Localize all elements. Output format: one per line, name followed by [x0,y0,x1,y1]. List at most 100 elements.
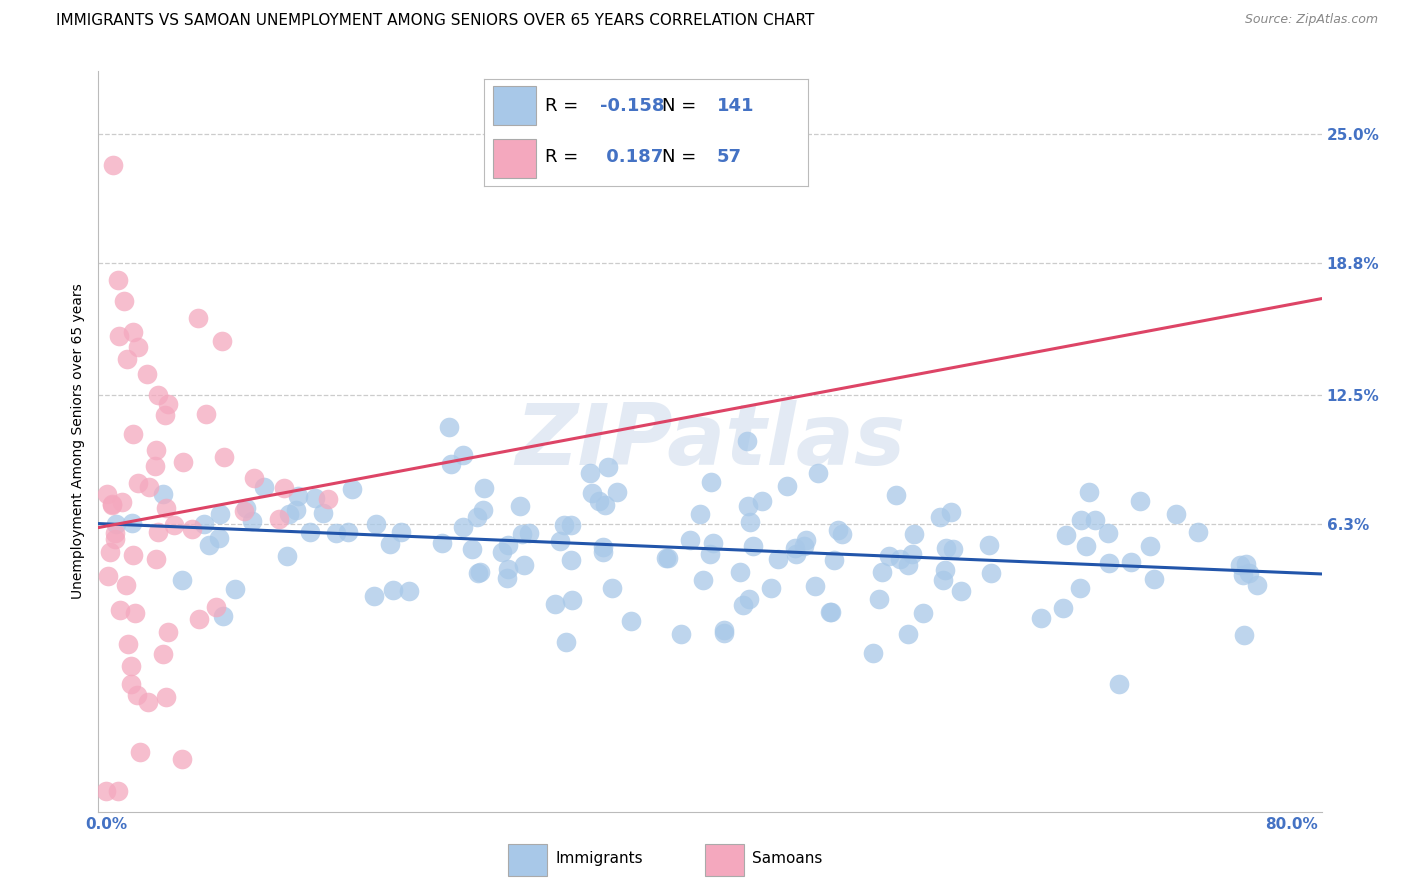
Point [187,310,209,325]
Point [934,563,956,577]
Point [785,548,807,562]
Point [121,516,143,531]
Point [935,541,957,555]
Point [862,646,884,660]
Point [152,647,174,661]
Point [1029,611,1052,625]
Point [212,608,235,623]
Point [884,488,907,502]
Point [929,510,952,524]
Point [284,503,307,517]
Point [897,626,920,640]
Point [1070,513,1092,527]
Point [273,482,295,496]
Point [129,746,152,760]
Point [555,635,578,649]
Point [1246,578,1268,592]
Point [378,536,401,550]
Point [831,526,853,541]
Point [204,600,226,615]
Point [1054,528,1077,542]
Point [127,340,149,354]
Point [517,526,540,541]
Point [316,491,339,506]
Point [461,542,484,557]
Point [472,481,495,495]
Point [713,624,735,638]
Point [465,510,488,524]
Point [96,487,118,501]
Bar [704,844,744,876]
Point [932,573,955,587]
Point [122,427,145,442]
Point [468,565,491,579]
Point [657,550,679,565]
Point [127,476,149,491]
Point [740,515,762,529]
Point [877,549,900,564]
Point [382,583,405,598]
Point [103,158,125,172]
Point [298,525,321,540]
Point [97,568,120,582]
Point [156,397,179,411]
Point [115,352,138,367]
Point [544,597,567,611]
Point [783,541,806,555]
Point [592,545,614,559]
Point [278,507,301,521]
Point [143,458,166,473]
Point [509,499,531,513]
Point [243,471,266,485]
Point [224,582,246,596]
Point [942,542,965,557]
Point [193,516,215,531]
Point [868,592,890,607]
Point [827,523,849,537]
Point [581,486,603,500]
Point [679,533,702,548]
Point [806,466,828,480]
Point [467,566,489,580]
Point [1074,539,1097,553]
Point [818,606,841,620]
Point [689,507,711,521]
Point [1078,485,1101,500]
Point [253,480,276,494]
Point [588,494,610,508]
Point [669,627,692,641]
Point [108,329,131,343]
Point [939,505,962,519]
Point [304,491,326,505]
Point [398,583,420,598]
Point [120,659,142,673]
Point [700,475,723,490]
Point [337,524,360,539]
Point [127,688,149,702]
Point [451,520,474,534]
Point [592,540,614,554]
Point [98,544,121,558]
Point [364,516,387,531]
Point [163,518,186,533]
Point [713,626,735,640]
Point [240,514,263,528]
Point [912,606,935,620]
Point [124,606,146,620]
Point [172,455,194,469]
Point [1139,539,1161,553]
Point [738,592,761,607]
Point [792,539,814,553]
Point [472,503,495,517]
Point [96,784,118,798]
Point [510,526,533,541]
Point [872,565,894,579]
Point [235,501,257,516]
Point [146,387,169,401]
Point [496,571,519,585]
Point [598,459,620,474]
Point [104,526,127,541]
Point [453,448,475,462]
Point [513,558,536,572]
Point [1108,677,1130,691]
